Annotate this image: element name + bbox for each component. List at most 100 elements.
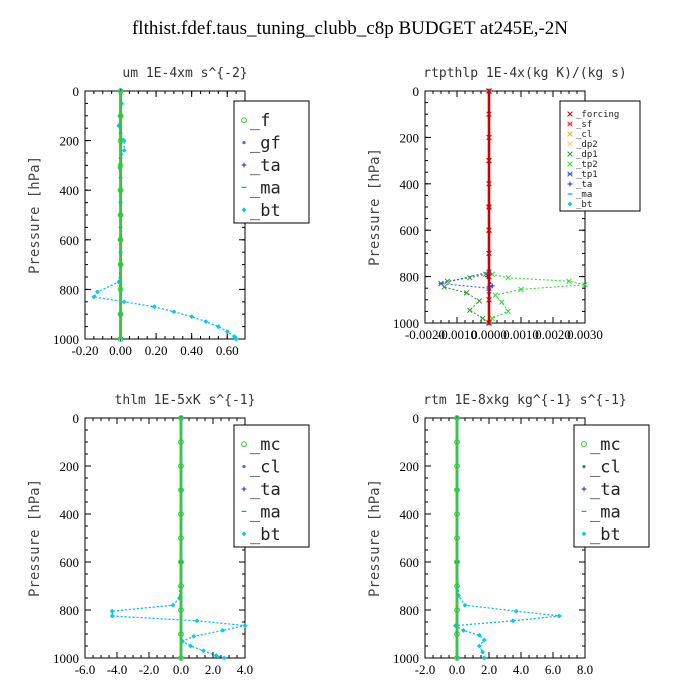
x-tick-label: 0.0020: [535, 327, 571, 342]
data-point: [454, 439, 460, 445]
series-mc: [454, 415, 460, 661]
x-tick-label: -0.0020: [405, 327, 445, 342]
legend-label: _bt: [250, 201, 281, 221]
series-cl: [453, 416, 562, 660]
data-point: [224, 329, 230, 334]
legend: _mc _cl_ta_ma _bt: [573, 424, 650, 548]
data-point: [486, 227, 492, 233]
legend-box: [559, 100, 641, 212]
legend: _f _gf_ta_ma _bt: [233, 100, 310, 224]
legend: _mc _cl_ta_ma _bt: [233, 424, 310, 548]
data-point: [461, 628, 466, 633]
data-point: [221, 655, 227, 661]
legend-label: _tp1: [576, 170, 598, 180]
data-point: [454, 463, 460, 469]
x-tick-label: 0.0: [449, 662, 465, 677]
chart-panel-4: rtm 1E-8xkg kg^{-1} s^{-1} Pressure [hPa]…: [367, 393, 627, 677]
legend-label: _ma: [576, 190, 592, 200]
data-point: [178, 631, 184, 637]
legend-marker: [567, 181, 573, 187]
series-line: [92, 90, 237, 340]
y-tick-label: 400: [400, 507, 420, 522]
legend-label: _dp1: [576, 150, 598, 160]
y-axis-label: Pressure [hPa]: [27, 156, 43, 274]
data-point: [91, 294, 97, 300]
legend-marker: [241, 486, 247, 492]
data-point: [480, 649, 485, 655]
x-tick-label: 0.0: [173, 662, 189, 677]
legend-marker: [567, 141, 573, 147]
x-tick-label: 0.0030: [567, 327, 603, 342]
data-point: [117, 212, 124, 218]
data-point: [454, 511, 460, 517]
y-tick-label: 1000: [393, 651, 419, 666]
panel-title: um 1E-4xm s^{-2}: [122, 66, 247, 81]
data-point: [151, 304, 157, 310]
series-dp1: [438, 88, 492, 326]
legend-label: _tp2: [576, 160, 598, 170]
data-point: [479, 315, 486, 322]
data-point: [454, 535, 460, 541]
data-point: [486, 181, 492, 187]
chart-panel-3: thlm 1E-5xK s^{-1} Pressure [hPa] -6.0 -4.0…: [27, 393, 255, 677]
data-point: [233, 336, 239, 342]
data-point: [462, 602, 468, 608]
y-tick-label: 400: [60, 507, 80, 522]
data-point: [486, 111, 492, 117]
data-point: [194, 618, 200, 624]
data-point: [486, 250, 492, 257]
data-point: [215, 324, 221, 329]
data-point: [95, 289, 100, 295]
data-point: [486, 204, 492, 210]
data-point: [486, 88, 492, 94]
legend-label: _mc: [590, 435, 621, 455]
y-tick-label: 1000: [393, 316, 419, 331]
data-point: [566, 278, 572, 284]
panel-title: thlm 1E-5xK s^{-1}: [115, 393, 256, 408]
legend-label: _ta: [590, 480, 621, 500]
data-point: [454, 583, 460, 589]
legend-marker: [242, 465, 246, 469]
legend-label: _ma: [250, 178, 281, 198]
legend-marker: [241, 207, 247, 213]
data-point: [481, 655, 487, 661]
legend-marker: [581, 441, 587, 448]
data-point: [454, 607, 460, 613]
legend-label: _bt: [250, 525, 281, 545]
data-point: [489, 283, 495, 289]
legend-label: _bt: [590, 525, 621, 545]
data-point: [513, 608, 519, 614]
data-point: [467, 307, 473, 313]
data-point: [117, 286, 124, 293]
legend-label: _ta: [250, 156, 281, 176]
data-point: [191, 634, 197, 639]
data-point: [463, 290, 470, 296]
data-point: [109, 613, 115, 619]
x-tick-label: -6.0: [75, 662, 96, 677]
data-point: [242, 623, 248, 628]
legend-marker: [241, 117, 247, 124]
legend-marker: [567, 171, 573, 177]
y-axis-label: Pressure [hPa]: [27, 479, 43, 597]
data-point: [117, 137, 124, 144]
legend-label: _bt: [576, 200, 592, 210]
panel-title: rtpthlp 1E-4x(kg K)/(kg s): [423, 66, 627, 81]
data-point: [117, 162, 124, 169]
legend-label: _ma: [590, 502, 621, 522]
legend: _forcing_sf_cl_dp2_dp1_tp2_tp1_ta_ma_bt: [559, 100, 641, 212]
legend-label: _cl: [590, 458, 621, 478]
data-point: [518, 286, 524, 293]
data-point: [510, 618, 516, 624]
series-line: [440, 91, 490, 323]
data-point: [467, 275, 473, 281]
panel-title: rtm 1E-8xkg kg^{-1} s^{-1}: [423, 393, 627, 408]
x-tick-label: 0.40: [180, 343, 203, 358]
plot-frame: [84, 90, 246, 340]
data-point: [492, 292, 499, 298]
data-point: [454, 655, 460, 661]
x-tick-label: 2.0: [481, 662, 497, 677]
series-bt: [109, 415, 248, 661]
data-point: [178, 463, 184, 469]
y-tick-label: 200: [60, 134, 80, 149]
